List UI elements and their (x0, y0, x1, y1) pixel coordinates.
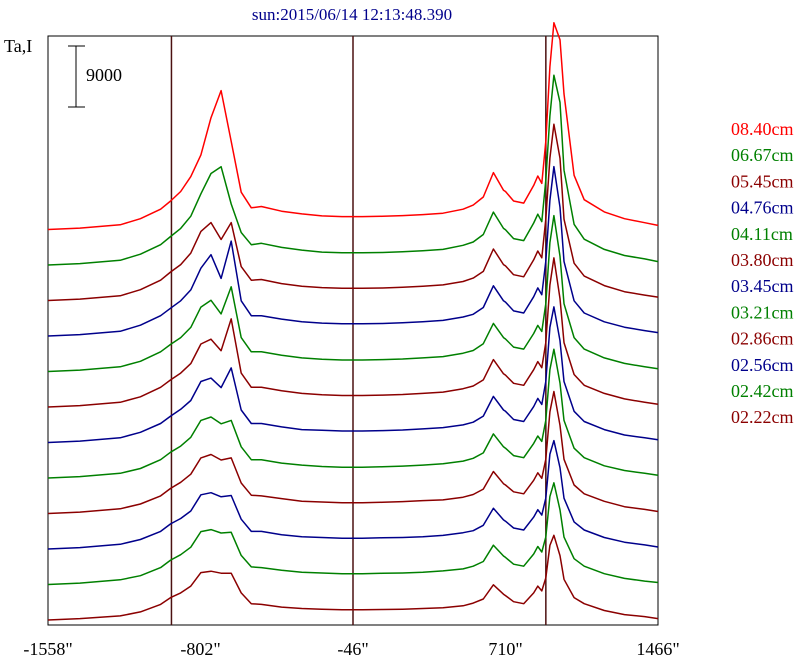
x-tick-label: -802" (180, 639, 220, 659)
legend-entry: 02.56cm (731, 355, 794, 375)
legend-entry: 02.22cm (731, 407, 794, 427)
chart-title: sun:2015/06/14 12:13:48.390 (252, 5, 452, 24)
legend: 08.40cm 06.67cm 05.45cm 04.76cm 04.11cm 03.80… (731, 119, 794, 427)
x-tick-label: -46" (337, 639, 368, 659)
series-line-02.42cm (47, 482, 659, 586)
scale-bar: 9000 (68, 45, 122, 108)
legend-entry: 02.42cm (731, 381, 794, 401)
legend-entry: 03.21cm (731, 302, 794, 322)
series-line-02.22cm (47, 534, 659, 621)
legend-entry: 03.45cm (731, 276, 794, 296)
legend-entry: 04.76cm (731, 198, 794, 218)
series-line-03.80cm (47, 257, 659, 408)
legend-entry: 04.11cm (731, 224, 793, 244)
series-line-06.67cm (47, 74, 659, 266)
series-line-03.21cm (47, 348, 659, 479)
legend-entry: 02.86cm (731, 329, 794, 349)
series-group (47, 22, 659, 621)
x-tick-label: 1466" (636, 639, 679, 659)
series-line-05.45cm (47, 123, 659, 302)
x-tick-label: 710" (488, 639, 522, 659)
series-line-03.45cm (47, 306, 659, 444)
series-line-02.86cm (47, 390, 659, 515)
legend-entry: 06.67cm (731, 145, 794, 165)
x-tick-label: -1558" (23, 639, 72, 659)
series-line-02.56cm (47, 439, 659, 550)
series-line-08.40cm (47, 22, 659, 231)
legend-entry: 08.40cm (731, 119, 794, 139)
x-tick-labels: -1558" -802" -46" 710" 1466" (23, 639, 679, 659)
scale-bar-label: 9000 (86, 65, 122, 85)
y-axis-label: Ta,I (4, 36, 32, 56)
series-line-04.11cm (47, 214, 659, 373)
legend-entry: 03.80cm (731, 250, 794, 270)
series-line-04.76cm (47, 165, 659, 337)
legend-entry: 05.45cm (731, 171, 794, 191)
